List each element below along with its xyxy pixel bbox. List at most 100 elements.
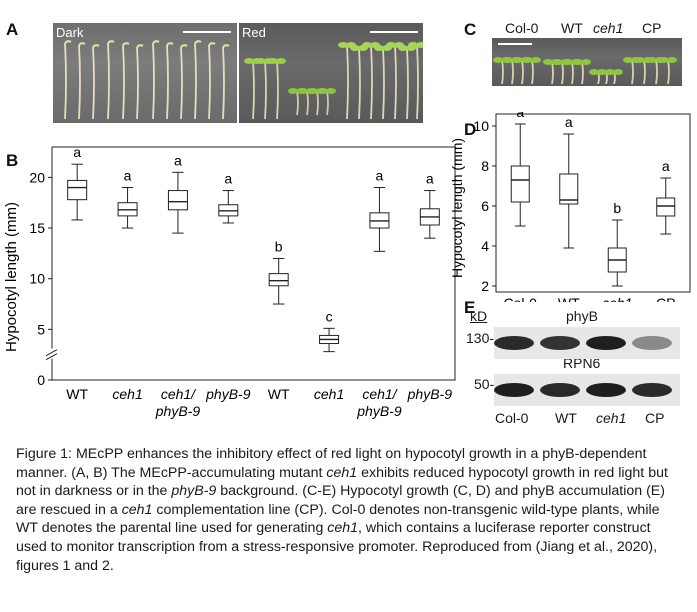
cotyledon <box>543 59 553 65</box>
apical-hook <box>78 42 86 46</box>
apical-hook <box>92 44 100 48</box>
blot-protein-rpn6: RPN6 <box>563 355 601 371</box>
significance-letter: a <box>73 145 81 160</box>
seedling <box>573 59 591 85</box>
y-tick-label: 5 <box>37 321 45 337</box>
dark-label: Dark <box>56 25 84 40</box>
phyb-blot-strip <box>494 327 680 359</box>
cotyledon <box>350 45 360 51</box>
apical-hook <box>208 42 216 46</box>
seedling <box>256 58 274 120</box>
seedling <box>398 45 416 120</box>
x-category-label: ceh1 <box>314 386 344 402</box>
seedling <box>503 57 521 85</box>
y-tick-label: 10 <box>473 118 489 134</box>
hypocotyl <box>358 47 361 120</box>
cotyledon <box>318 88 328 94</box>
axis-break-mark <box>45 349 58 357</box>
x-category-label: ceh1 <box>602 295 632 302</box>
cotyledon <box>362 42 372 48</box>
seedling <box>92 44 100 120</box>
plot-frame <box>495 113 691 293</box>
box-iqr <box>510 165 530 203</box>
dark-seedlings-photo: Dark <box>53 23 237 123</box>
cotyledon <box>493 57 503 63</box>
caption-text: background. (C-E) Hypocotyl growth (C, D… <box>16 483 665 518</box>
apical-hook <box>166 42 174 46</box>
blot-band <box>540 383 580 397</box>
cotyledon <box>374 45 384 51</box>
caption-italic-term: ceh1 <box>327 520 359 537</box>
hypocotyl <box>655 59 658 85</box>
box-2 <box>117 187 138 229</box>
hypocotyl <box>306 90 309 116</box>
scale-bar <box>183 31 231 33</box>
hypocotyl <box>276 60 279 120</box>
hypocotyl <box>511 59 514 85</box>
blot-marker-130: 130- <box>466 330 495 346</box>
axis-break-mark <box>45 353 58 361</box>
cotyledon <box>635 57 645 63</box>
box-8 <box>419 190 440 239</box>
blot-lane-ceh1: ceh1 <box>596 410 627 426</box>
panel-c-label-ceh1: ceh1 <box>593 20 624 36</box>
phyb-bands <box>494 336 672 350</box>
cotyledon <box>408 42 418 48</box>
caption-italic-term: ceh1 <box>326 464 358 481</box>
apical-hook <box>64 40 72 44</box>
y-tick-label: 15 <box>29 220 45 236</box>
cotyledon <box>326 88 336 94</box>
apical-hook <box>222 44 230 48</box>
apical-hook <box>107 40 115 44</box>
hypocotyl <box>64 42 67 120</box>
box-iqr <box>656 197 676 217</box>
scale-bar <box>498 43 532 45</box>
blot-kd-unit: kD <box>470 308 488 324</box>
seedling <box>78 42 86 120</box>
rpn6-bands <box>494 383 672 397</box>
cotyledon <box>288 88 298 94</box>
y-tick-label: 4 <box>481 238 489 254</box>
hypocotyl <box>531 59 534 85</box>
significance-letter: a <box>376 168 384 184</box>
seedling <box>362 42 380 120</box>
apical-hook <box>194 40 202 44</box>
hypocotyl <box>122 44 125 120</box>
cotyledon <box>605 69 615 75</box>
cotyledon <box>659 57 669 63</box>
blot-lane-col0: Col-0 <box>495 410 529 426</box>
blot-band <box>632 336 672 350</box>
seedling <box>152 40 160 120</box>
hypocotyl <box>370 44 373 120</box>
blot-band <box>540 336 580 350</box>
cotyledon <box>268 58 278 64</box>
panel-c-photo <box>492 38 682 86</box>
apical-hook <box>152 40 160 44</box>
cotyledon <box>573 59 583 65</box>
cotyledon <box>386 42 396 48</box>
cotyledon <box>531 57 541 63</box>
dark-seedlings-drawing <box>64 40 230 120</box>
cotyledon <box>338 42 348 48</box>
significance-letter: a <box>224 171 232 187</box>
hypocotyl <box>166 44 169 120</box>
x-category-label: WT <box>268 386 290 402</box>
panel-letter-a: A <box>6 20 19 39</box>
y-tick-label: 0 <box>37 372 45 388</box>
hypocotyl <box>346 44 349 120</box>
panel-c-label-cp: CP <box>642 20 662 36</box>
panel-c-seedlings-drawing <box>493 57 677 85</box>
cotyledon <box>244 58 254 64</box>
box-iqr <box>268 273 289 287</box>
chart-d: Hypocotyl length (mm) 2 4 6 8 10 a Col-0 a WT b ce… <box>449 112 691 302</box>
chart-d-ylabel: Hypocotyl length (mm) <box>449 138 465 278</box>
hypocotyl <box>326 90 329 116</box>
hypocotyl <box>394 44 397 120</box>
hypocotyl <box>667 59 670 85</box>
box-1 <box>67 163 88 221</box>
panel-c-label-col0: Col-0 <box>505 20 539 36</box>
blot-band <box>494 383 534 397</box>
cotyledon <box>613 69 623 75</box>
cotyledon <box>647 57 657 63</box>
significance-letter: a <box>124 168 132 184</box>
